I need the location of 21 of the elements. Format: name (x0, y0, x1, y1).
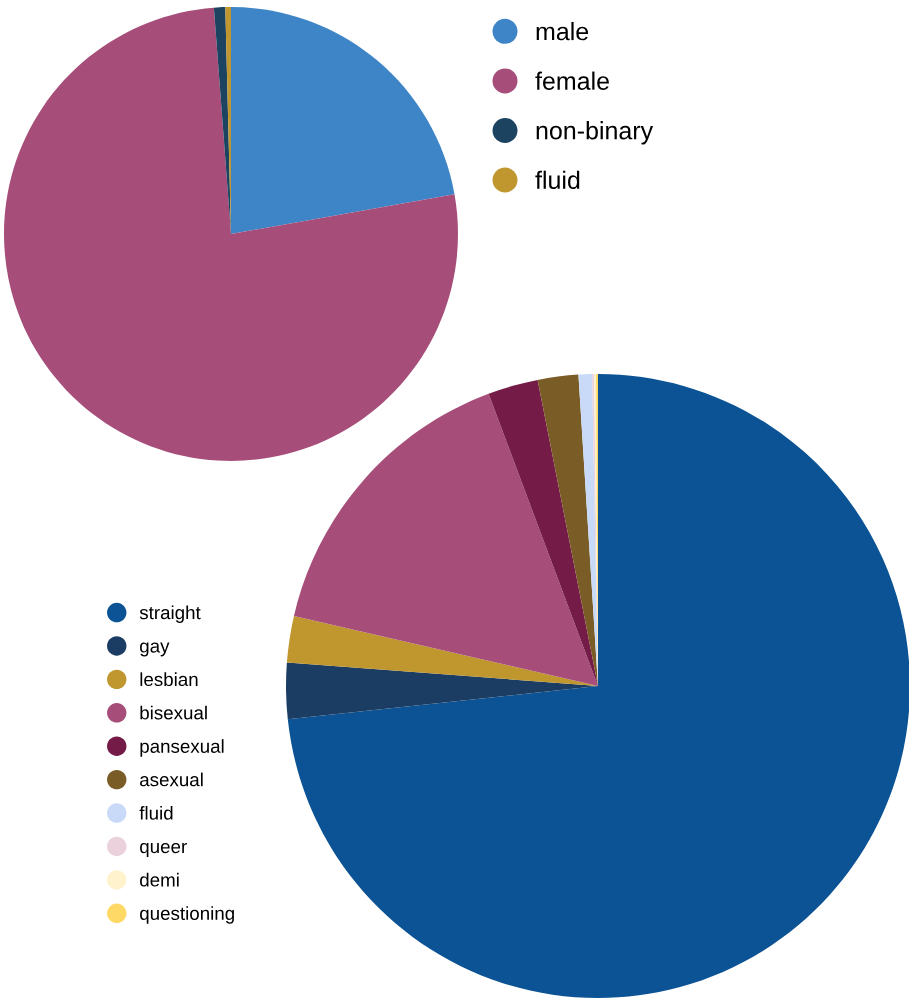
pie-slice (537, 374, 598, 686)
legend-label: female (535, 71, 609, 90)
legend-label: non-binary (536, 121, 654, 145)
pie-slice (286, 616, 598, 686)
legend-label: asexual (140, 772, 203, 787)
pie-slice (488, 379, 598, 686)
legend-label: gay (140, 642, 170, 657)
pie-slice (293, 393, 598, 686)
legend-label: queer (140, 842, 187, 857)
legend-label: bisexual (140, 705, 207, 720)
pie-slice (231, 7, 455, 234)
pie-slice (287, 374, 909, 998)
legend-label: lesbian (140, 672, 198, 687)
legend-label: male (536, 22, 589, 41)
legend-label: questioning (140, 906, 234, 924)
legend-label: straight (139, 605, 201, 623)
legend-label: pansexual (140, 739, 224, 757)
pie-slice (4, 7, 458, 461)
legend-label: fluid (535, 170, 580, 190)
legend-label: fluid (139, 806, 173, 820)
legend-label: demi (140, 872, 179, 887)
